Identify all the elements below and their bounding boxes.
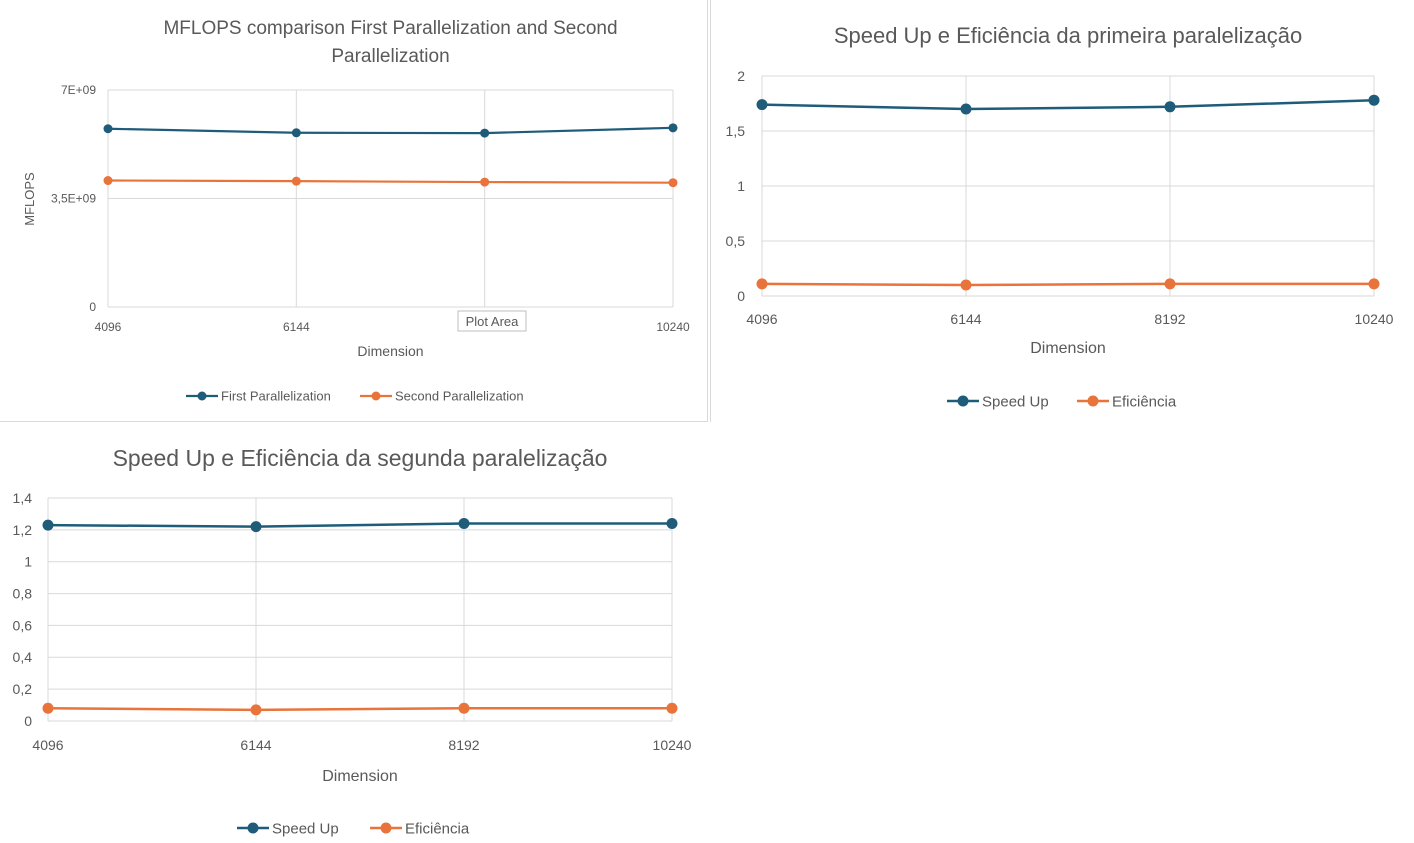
legend-swatch-marker — [1087, 395, 1099, 407]
series-line-1 — [47, 522, 672, 528]
chart-title: Speed Up e Eficiência da segunda paralel… — [113, 445, 608, 471]
x-tick-label: 10240 — [1355, 311, 1394, 327]
tooltip-text: Plot Area — [466, 314, 520, 329]
y-tick-label: 1 — [737, 178, 745, 194]
data-point — [1164, 278, 1176, 290]
legend-swatch-marker — [197, 391, 207, 401]
mflops-comparison-chart[interactable]: MFLOPS comparison First Parallelization … — [0, 0, 708, 422]
data-point — [458, 517, 470, 529]
data-point — [103, 176, 113, 186]
speedup-first-chart-svg: Speed Up e Eficiência da primeira parale… — [726, 23, 1394, 410]
data-point — [1164, 101, 1176, 113]
data-point — [42, 519, 54, 531]
legend-swatch-marker — [380, 822, 392, 834]
x-axis-title: Dimension — [357, 343, 423, 359]
legend-label: Eficiência — [405, 820, 470, 837]
x-tick-label: 8192 — [448, 737, 479, 753]
series-line-1 — [107, 126, 674, 135]
x-tick-label: 10240 — [653, 737, 692, 753]
data-point — [756, 278, 768, 290]
data-point — [1368, 278, 1380, 290]
legend-swatch-marker — [957, 395, 969, 407]
data-point — [291, 176, 301, 186]
x-axis-title: Dimension — [1030, 340, 1106, 357]
data-point — [960, 279, 972, 291]
speedup-first-parallelization-chart[interactable]: Speed Up e Eficiência da primeira parale… — [710, 0, 1414, 422]
series-line-2 — [107, 179, 674, 184]
y-tick-label: 7E+09 — [61, 83, 96, 97]
data-point — [756, 99, 768, 111]
empty-sheet-area — [710, 424, 1414, 843]
data-point — [250, 704, 262, 716]
y-tick-label: 1,5 — [726, 123, 746, 139]
y-tick-label: 0,8 — [13, 585, 33, 601]
y-tick-label: 1,4 — [13, 490, 33, 506]
x-tick-label: 6144 — [283, 320, 310, 334]
y-tick-label: 0 — [89, 300, 96, 314]
y-tick-label: 0,4 — [13, 649, 33, 665]
data-point — [960, 103, 972, 115]
data-point — [666, 517, 678, 529]
plot-area-tooltip — [457, 310, 527, 332]
y-tick-label: 1 — [24, 554, 32, 570]
legend-swatch-marker — [247, 822, 259, 834]
chart-title: MFLOPS comparison First Parallelization … — [163, 18, 617, 39]
legend-label: Speed Up — [982, 393, 1049, 410]
x-tick-label: 6144 — [950, 311, 981, 327]
data-point — [668, 123, 678, 133]
y-axis-title: MFLOPS — [22, 172, 37, 226]
data-point — [1368, 94, 1380, 106]
mflops-chart-svg: MFLOPS comparison First Parallelization … — [22, 18, 690, 404]
legend-label: Eficiência — [1112, 393, 1177, 410]
y-tick-label: 0,5 — [726, 233, 746, 249]
series-line-2 — [47, 707, 672, 712]
data-point — [291, 128, 301, 138]
x-tick-label: 8192 — [1154, 311, 1185, 327]
chart-title: Speed Up e Eficiência da primeira parale… — [834, 23, 1302, 48]
data-point — [480, 128, 490, 138]
y-tick-label: 0 — [24, 713, 32, 729]
data-point — [458, 702, 470, 714]
y-tick-label: 0,2 — [13, 681, 33, 697]
legend-label: Second Parallelization — [395, 389, 524, 404]
y-tick-label: 0,6 — [13, 617, 33, 633]
x-tick-label: 4096 — [95, 320, 122, 334]
x-tick-label: 4096 — [746, 311, 777, 327]
legend-swatch-marker — [371, 391, 381, 401]
x-tick-label: 10240 — [656, 320, 690, 334]
y-tick-label: 3,5E+09 — [51, 192, 96, 206]
speedup-second-parallelization-chart[interactable]: Speed Up e Eficiência da segunda paralel… — [0, 424, 710, 843]
x-tick-label: 4096 — [32, 737, 63, 753]
series-line-1 — [761, 98, 1375, 111]
data-point — [42, 702, 54, 714]
data-point — [480, 177, 490, 187]
y-tick-label: 1,2 — [13, 522, 33, 538]
x-axis-title: Dimension — [322, 768, 398, 785]
chart-title: Parallelization — [331, 46, 449, 67]
y-tick-label: 0 — [737, 288, 745, 304]
data-point — [103, 124, 113, 134]
legend-label: First Parallelization — [221, 389, 331, 404]
data-point — [666, 702, 678, 714]
legend-label: Speed Up — [272, 820, 339, 837]
speedup-second-chart-svg: Speed Up e Eficiência da segunda paralel… — [13, 445, 692, 837]
y-tick-label: 2 — [737, 68, 745, 84]
data-point — [668, 178, 678, 188]
x-tick-label: 6144 — [240, 737, 271, 753]
series-line-2 — [761, 282, 1374, 287]
data-point — [250, 521, 262, 533]
